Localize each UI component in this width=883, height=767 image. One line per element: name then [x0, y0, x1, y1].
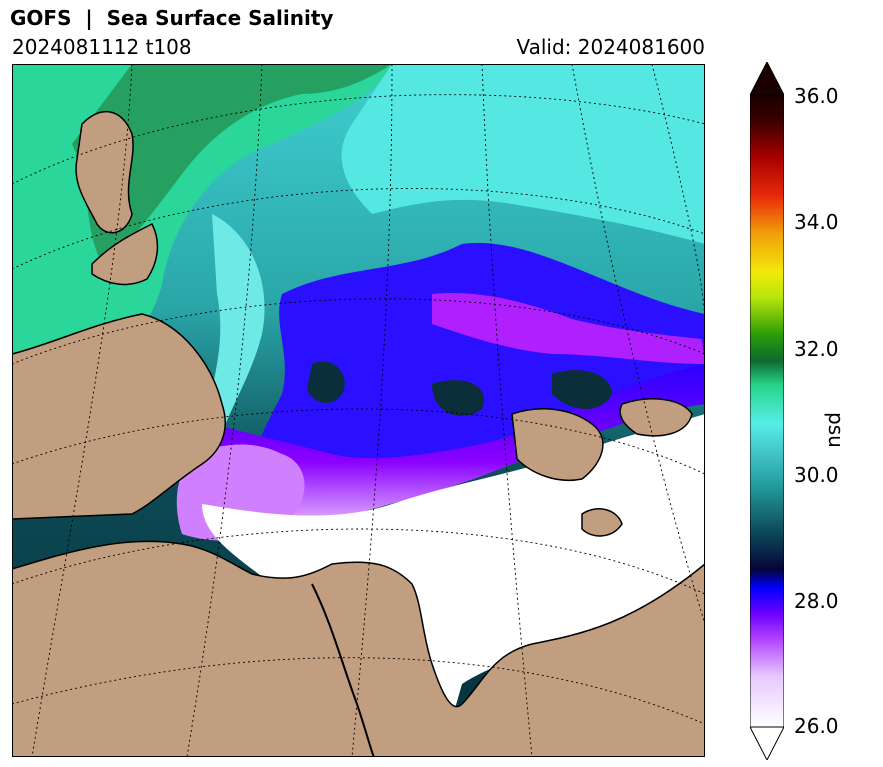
colorbar-max-extend — [749, 60, 785, 96]
novaya-zemlya-island — [91, 222, 159, 286]
land-south — [12, 540, 705, 757]
map-canvas — [12, 64, 705, 757]
purple-core — [432, 293, 705, 364]
colorbar-gradient — [749, 94, 785, 728]
colorbar-tick-26: 26.0 — [794, 714, 839, 738]
colorbar-tick-32: 32.0 — [794, 337, 839, 361]
island-small — [581, 508, 623, 537]
cyan-water-ne — [341, 64, 705, 244]
map-title: GOFS | Sea Surface Salinity — [10, 6, 334, 30]
colorbar-tick-28: 28.0 — [794, 589, 839, 613]
fresh-coastal-band — [212, 364, 705, 527]
dark-eddy-3 — [552, 370, 612, 409]
low-salinity-white — [202, 414, 705, 754]
colorbar-tick-34: 34.0 — [794, 210, 839, 234]
colorbar — [749, 60, 785, 762]
colorbar-tick-30: 30.0 — [794, 463, 839, 487]
land-west — [12, 313, 226, 520]
salinity-map[interactable] — [12, 64, 705, 757]
run-label: 2024081112 t108 — [12, 35, 192, 59]
valid-time-label: Valid: 2024081600 — [516, 35, 705, 59]
colorbar-tick-36: 36.0 — [794, 84, 839, 108]
svalbard-island — [75, 110, 134, 234]
north-dark-green-water — [72, 64, 392, 264]
severnaya-zemlya-island — [511, 408, 604, 481]
colorbar-unit-label: psu — [824, 412, 848, 448]
colorbar-min-extend — [749, 726, 785, 762]
graticule — [12, 64, 705, 757]
dark-eddy-1 — [307, 361, 345, 404]
island-east — [619, 398, 693, 437]
map-border — [12, 64, 705, 757]
dark-eddy-2 — [432, 380, 484, 416]
river-line — [311, 583, 375, 757]
